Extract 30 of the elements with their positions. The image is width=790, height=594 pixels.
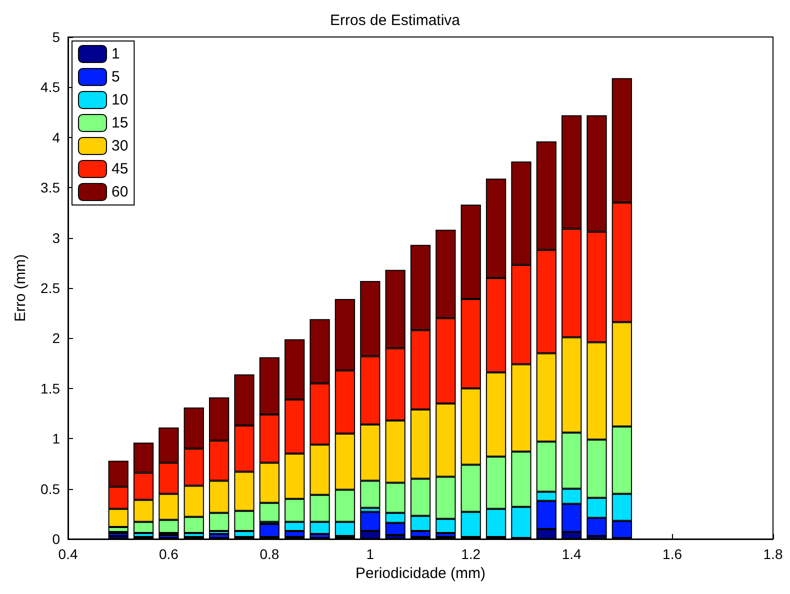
x-tick-label: 0.8 [260, 546, 280, 562]
x-axis-title: Periodicidade (mm) [355, 564, 486, 582]
y-tick-label: 0 [52, 531, 60, 547]
legend-label: 15 [112, 114, 128, 132]
y-tick-label: 3.5 [40, 180, 60, 196]
legend-label: 30 [112, 138, 128, 154]
x-tick-label: 1 [366, 546, 374, 562]
x-tick-label: 0.6 [158, 546, 179, 562]
legend-label: 1 [112, 46, 120, 62]
y-tick-label: 4 [52, 129, 60, 146]
legend-label: 5 [112, 68, 120, 86]
x-tick-label: 1.6 [662, 546, 682, 562]
y-tick-label: 1.5 [40, 380, 60, 396]
x-tick-label: 0.4 [58, 546, 78, 562]
y-tick-label: 3 [52, 230, 60, 246]
legend-label: 45 [112, 160, 128, 178]
legend-label: 60 [112, 184, 128, 200]
y-tick-label: 2.5 [40, 280, 60, 296]
y-tick-label: 4.5 [40, 79, 60, 96]
y-tick-label: 2 [52, 330, 60, 346]
y-tick-label: 5 [52, 29, 60, 45]
x-tick-label: 1.2 [461, 546, 481, 562]
legend-label: 10 [112, 92, 128, 108]
chart-title: Erros de Estimativa [330, 12, 461, 29]
bar [259, 524, 280, 537]
y-tick-label: 1 [52, 430, 60, 447]
y-tick-label: 0.5 [40, 480, 60, 497]
x-tick-label: 1.4 [562, 546, 582, 562]
y-axis-title: Erro (mm) [12, 254, 29, 322]
x-tick-label: 1.8 [763, 546, 783, 562]
